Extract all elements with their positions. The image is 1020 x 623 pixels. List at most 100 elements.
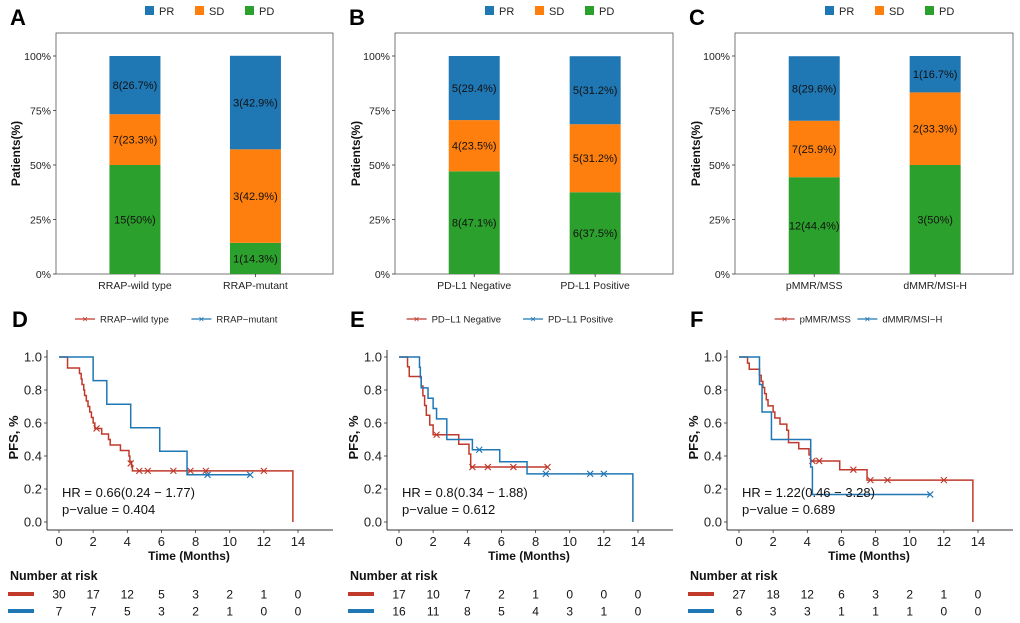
- y-tick-label: 0.4: [704, 449, 722, 464]
- x-tick-label: 0: [395, 534, 402, 549]
- bar-panel-C: C PR SD PD 0% 25% 50% 75% 100% Patients(%) 12(44.4…: [689, 5, 1014, 292]
- censor-mark: [926, 491, 934, 498]
- x-tick-label: 8: [532, 534, 539, 549]
- censor-mark-icon: ×: [864, 315, 870, 326]
- censor-mark: [246, 471, 254, 479]
- y-tick-label: 50%: [709, 160, 730, 172]
- at-risk-number: 1: [872, 605, 879, 619]
- data-label: 3(42.9%): [233, 191, 278, 203]
- at-risk-number: 1: [226, 605, 233, 619]
- survival-curve: [739, 356, 931, 496]
- at-risk-number: 3: [770, 605, 777, 619]
- x-tick-label: 12: [257, 534, 271, 549]
- at-risk-number: 5: [498, 605, 505, 619]
- at-risk-number: 2: [498, 588, 505, 602]
- at-risk-number: 0: [295, 588, 302, 602]
- legend-label: RRAP−wild type: [100, 315, 169, 326]
- censor-mark: [187, 467, 194, 475]
- bar-segment-pr: [569, 56, 621, 125]
- x-tick-label: pMMR/MSS: [786, 280, 843, 292]
- censor-mark: [475, 446, 483, 454]
- y-tick-label: 0.4: [364, 449, 382, 464]
- x-tick-label: 8: [872, 534, 879, 549]
- x-tick-label: 4: [464, 534, 471, 549]
- km-panel-F: F × pMMR/MSS × dMMR/MSI−H 0.0 0.2 0.4 0.6 0.8 1.0 0…: [686, 307, 1013, 619]
- at-risk-number: 30: [52, 588, 66, 602]
- at-risk-number: 3: [192, 588, 199, 602]
- bar-segment-sd: [909, 92, 961, 165]
- y-tick-label: 100%: [24, 51, 51, 63]
- y-tick-label: 25%: [369, 215, 390, 227]
- at-risk-number: 0: [261, 605, 268, 619]
- y-tick-label: 0%: [375, 269, 390, 281]
- at-risk-number: 1: [838, 605, 845, 619]
- at-risk-number: 0: [975, 605, 982, 619]
- at-risk-number: 1: [532, 588, 539, 602]
- survival-curve: [59, 356, 251, 476]
- censor-mark: [93, 425, 100, 432]
- y-tick-label: 0.6: [704, 416, 722, 431]
- x-tick-label: PD-L1 Negative: [437, 280, 511, 292]
- data-label: 12(44.4%): [789, 221, 840, 233]
- x-tick-label: 10: [222, 534, 236, 549]
- y-axis-title: PFS, %: [6, 415, 21, 460]
- x-axis-title: Time (Months): [488, 549, 570, 563]
- at-risk-number: 0: [635, 588, 642, 602]
- legend-label-pr: PR: [839, 6, 854, 18]
- data-label: 3(50%): [917, 215, 952, 227]
- censor-mark: [202, 467, 210, 475]
- y-tick-label: 0.6: [24, 416, 42, 431]
- panel-label: F: [690, 307, 703, 332]
- censor-mark: [867, 476, 874, 484]
- bar-segment-sd: [229, 149, 281, 243]
- data-label: 3(42.9%): [233, 98, 278, 110]
- bar-segment-pd: [788, 177, 840, 274]
- y-tick-label: 0.8: [364, 383, 382, 398]
- y-tick-label: 0%: [36, 269, 51, 281]
- x-tick-label: RRAP-mutant: [223, 280, 288, 292]
- censor-mark-icon: ×: [198, 315, 204, 326]
- risk-table-title: Number at risk: [690, 569, 778, 583]
- at-risk-number: 6: [838, 588, 845, 602]
- legend-label-sd: SD: [209, 6, 224, 18]
- censor-mark: [815, 457, 823, 465]
- hazard-ratio-text: HR = 1.22(0.46 − 3.28): [742, 485, 875, 500]
- legend-label-sd: SD: [549, 6, 564, 18]
- at-risk-number: 17: [86, 588, 100, 602]
- legend-label-pd: PD: [939, 6, 954, 18]
- x-axis-title: Time (Months): [148, 549, 230, 563]
- x-tick-label: 10: [562, 534, 576, 549]
- at-risk-number: 17: [392, 588, 406, 602]
- censor-mark: [169, 467, 177, 475]
- risk-table-title: Number at risk: [10, 569, 98, 583]
- censor-mark: [484, 463, 492, 471]
- legend-label: RRAP−mutant: [216, 315, 277, 326]
- x-tick-label: 12: [937, 534, 951, 549]
- risk-legend-swatch: [688, 592, 714, 596]
- y-tick-label: 75%: [709, 106, 730, 118]
- at-risk-number: 0: [941, 605, 948, 619]
- x-tick-label: 0: [55, 534, 62, 549]
- x-tick-label: 6: [838, 534, 845, 549]
- y-tick-label: 0.2: [704, 482, 722, 497]
- panel-label: B: [349, 5, 365, 30]
- y-tick-label: 0.0: [24, 515, 42, 530]
- at-risk-number: 3: [872, 588, 879, 602]
- at-risk-number: 3: [804, 605, 811, 619]
- at-risk-number: 0: [601, 588, 608, 602]
- at-risk-number: 16: [392, 605, 406, 619]
- legend-label-pd: PD: [259, 6, 274, 18]
- bar-segment-pr: [909, 56, 961, 93]
- y-axis-title: Patients(%): [9, 121, 23, 186]
- censor-mark-icon: ×: [82, 315, 88, 326]
- y-tick-label: 0%: [715, 269, 730, 281]
- legend-label-sd: SD: [889, 6, 904, 18]
- legend-label: pMMR/MSS: [800, 315, 851, 326]
- panel-label: A: [10, 5, 26, 30]
- y-tick-label: 0.2: [364, 482, 382, 497]
- at-risk-number: 1: [601, 605, 608, 619]
- bar-segment-pd: [909, 165, 961, 274]
- censor-mark: [544, 463, 551, 471]
- legend-swatch-sd: [875, 6, 884, 15]
